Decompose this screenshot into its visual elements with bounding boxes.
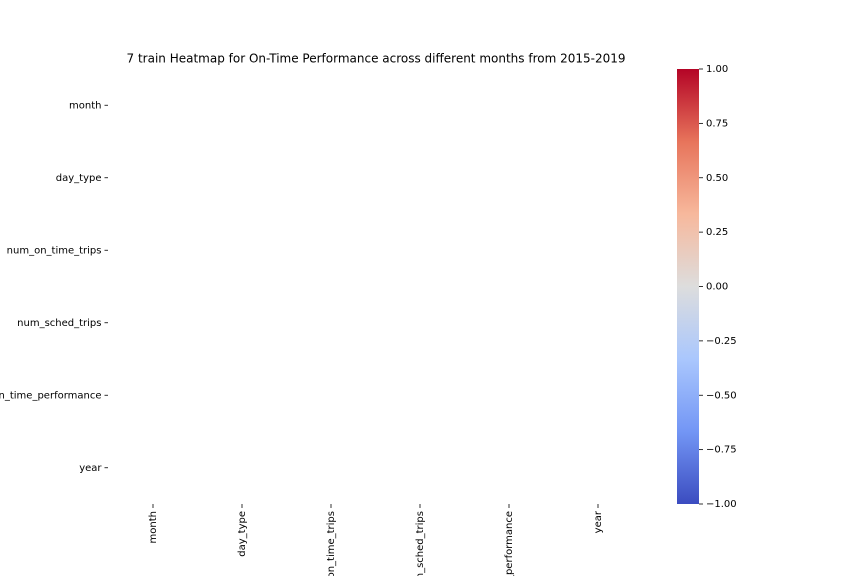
colorbar <box>677 69 699 504</box>
y-tick-label: month <box>69 100 101 111</box>
colorbar-tick-label: 0.00 <box>706 282 728 293</box>
y-tick-label: year <box>79 463 102 474</box>
colorbar-tick-label: 1.00 <box>706 64 728 75</box>
x-tick-label: day_type <box>237 511 248 557</box>
y-tick-label: on_time_performance <box>0 390 102 401</box>
x-tick-label: on_time_performance <box>504 511 515 576</box>
colorbar-tick-label: 0.75 <box>706 118 728 129</box>
colorbar-tick-label: −1.00 <box>706 499 737 510</box>
x-tick-label: num_on_time_trips <box>326 511 337 576</box>
y-tick-label: day_type <box>56 173 102 184</box>
y-tick-label: num_sched_trips <box>17 318 101 329</box>
colorbar-tick-label: −0.75 <box>706 445 737 456</box>
x-tick-label: month <box>148 511 159 543</box>
x-tick-label: year <box>593 510 604 533</box>
colorbar-tick-label: 0.25 <box>706 227 728 238</box>
chart-title: 7 train Heatmap for On-Time Performance … <box>127 52 626 66</box>
colorbar-tick-label: −0.25 <box>706 336 737 347</box>
y-tick-label: num_on_time_trips <box>7 245 102 256</box>
colorbar-tick-label: −0.50 <box>706 390 737 401</box>
colorbar-tick-label: 0.50 <box>706 173 728 184</box>
x-tick-label: num_sched_trips <box>415 511 426 576</box>
